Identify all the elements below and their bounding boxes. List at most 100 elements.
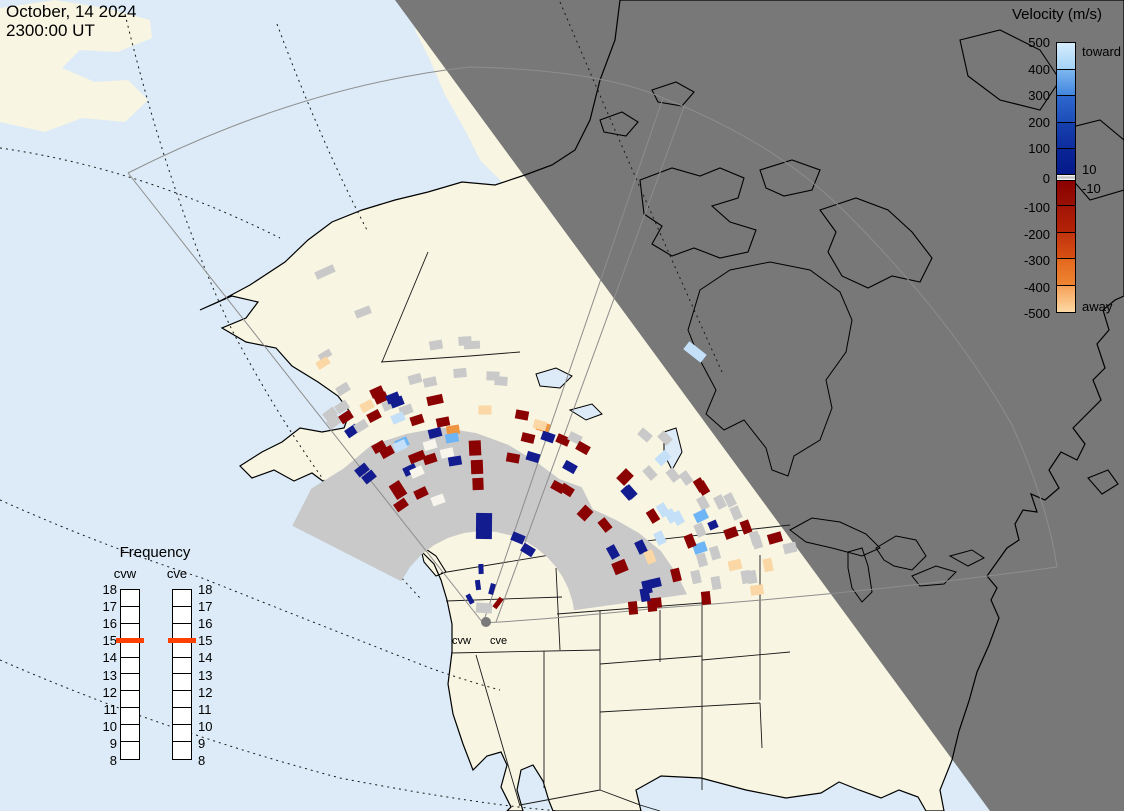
toward-label: toward [1082,44,1122,59]
radar-cell [665,467,681,483]
radar-cell [317,348,333,362]
radar-cell [622,484,638,500]
graticule-line [559,1,723,373]
radar-cell [335,381,351,397]
radar-cell [409,465,425,479]
radar-cell [475,602,493,614]
radar-cell [642,465,658,481]
frequency-tick-left: 13 [102,667,117,683]
radar-cell [492,596,504,610]
colorbar-segment [1057,69,1075,96]
radar-cell [540,430,556,444]
radar-cell [634,539,648,555]
frequency-tick-left: 11 [103,701,118,717]
radar-cell [338,409,354,425]
frequency-bar-cell [173,742,191,759]
radar-cell [465,593,475,605]
frequency-tick-right: 10 [198,718,213,734]
lower-threshold-label: -10 [1082,181,1101,196]
radar-cell [385,391,401,405]
radar-cell [392,439,408,453]
colorbar-segment [1057,96,1075,123]
frequency-tick-left: 14 [102,650,117,666]
radar-cell [637,427,653,443]
radar-cell [354,462,370,478]
frequency-bar-cell [121,674,139,692]
frequency-bar-cell [121,691,139,709]
water-outline [875,535,927,571]
radar-cell [710,575,722,591]
water-outline [948,549,985,567]
radar-cell [641,579,653,595]
radar-cell [723,526,739,540]
radar-cell [727,558,743,572]
radar-cell [468,440,482,456]
radar-cell [371,439,387,455]
frequency-bar-cell [121,658,139,675]
colorbar-tick-label: 100 [1028,141,1050,156]
frequency-bar-cell [173,674,191,692]
radar-fov-boundary [127,172,484,624]
radar-cell [683,341,707,363]
radar-cell [750,534,764,550]
upper-threshold-label: 10 [1082,162,1097,177]
radar-cell [678,470,694,486]
radar-cell [695,480,711,496]
frequency-tick-left: 9 [109,735,117,751]
state-border [381,251,429,363]
radar-cell [597,517,613,533]
colorbar-segment [1057,180,1075,206]
colorbar-zero-band [1057,174,1075,181]
coastline [199,0,1124,811]
colorbar-segment [1057,149,1075,175]
radar-fov-boundary [482,566,1058,624]
frequency-bar-cell [121,641,139,658]
radar-cell [653,530,667,546]
radar-cell [657,430,673,446]
graticule-line [124,13,421,599]
radar-cell [729,505,743,521]
radar-cell [435,416,451,428]
graticule-line [0,147,281,239]
radar-cell [390,411,406,425]
frequency-tick-right: 13 [198,667,213,683]
island-coastline [599,111,639,137]
radar-cell [407,372,423,386]
radar-cell [645,508,661,524]
radar-cell [353,418,369,434]
radar-cell [690,569,702,585]
frequency-bar-cell [173,607,191,624]
radar-fov-boundary [127,66,664,174]
radar-cell [532,418,548,432]
radar-cell [670,567,682,583]
radar-cell [555,433,571,447]
radar-cell [576,504,594,522]
radar-origin-dot [481,617,491,627]
radar-cell [427,427,443,439]
frequency-tick-right: 15 [198,633,213,649]
frequency-bar-cvw [120,589,140,760]
state-border [519,789,601,806]
frequency-bar-cell [173,658,191,675]
radar-cell [723,492,737,508]
radar-cell [315,356,331,370]
radar-cell [478,405,492,415]
radar-site-label-cve: cve [490,635,508,647]
radar-cell [359,398,375,414]
radar-cell [444,432,460,444]
radar-cell [430,493,446,507]
radar-cell [605,544,621,560]
radar-cell [422,438,438,452]
radar-cell [322,406,338,422]
radar-cell [707,519,719,531]
frequency-bar-cell [173,641,191,658]
frequency-tick-right: 9 [198,735,206,751]
island-coastline [959,29,1061,111]
radar-cell [695,495,711,511]
radar-cell [670,510,686,526]
radar-cell [373,391,389,405]
graticule-line [0,659,561,811]
date-stamp: October, 14 2024 2300:00 UT [6,2,136,40]
radar-cell [559,482,575,498]
